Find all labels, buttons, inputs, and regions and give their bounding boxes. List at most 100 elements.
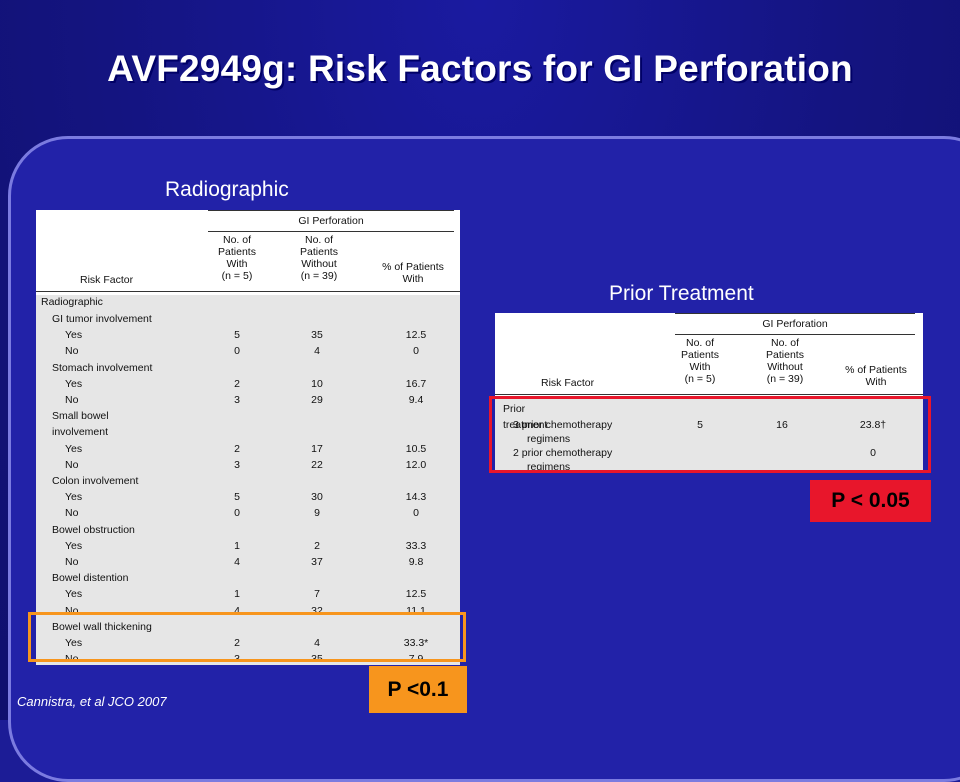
header-line: No. of <box>770 337 799 349</box>
header-with: No. of Patients With (n = 5) <box>212 234 262 282</box>
citation: Cannistra, et al JCO 2007 <box>17 694 167 709</box>
table-rule <box>36 291 460 292</box>
table-row: Yes 1 2 33.3 <box>36 538 460 554</box>
cell-with: 1 <box>234 539 240 552</box>
cell-with: 5 <box>234 329 240 342</box>
cell-pct: 9.8 <box>408 556 424 568</box>
row-label: Yes <box>65 588 83 601</box>
cell-with: 3 <box>234 394 240 406</box>
cell-with: 2 <box>234 442 240 455</box>
row-label: Yes <box>65 637 83 649</box>
header-line: (n = 39) <box>300 270 338 282</box>
header-line: Patients <box>300 246 338 258</box>
cell-without: 17 <box>311 442 323 455</box>
table-row: Small bowel <box>36 408 460 424</box>
header-pct: % of Patients With <box>373 261 453 285</box>
header-pct: % of Patients With <box>835 364 917 388</box>
caption-radiographic: Radiographic <box>165 178 289 201</box>
header-without: No. of Patients Without (n = 39) <box>757 337 813 385</box>
cell-without: 22 <box>311 458 323 471</box>
row-label: Yes <box>65 442 83 455</box>
table-row: Bowel obstruction <box>36 522 460 538</box>
header-line: Without <box>301 258 337 270</box>
slide-title: AVF2949g: Risk Factors for GI Perforatio… <box>107 48 853 89</box>
row-label: Colon involvement <box>52 475 139 487</box>
row-label: No <box>65 556 79 568</box>
header-line: No. of <box>685 337 714 349</box>
cell-without: 9 <box>314 507 320 520</box>
table-group-header: GI Perforation <box>762 318 828 330</box>
cell-pct: 0 <box>413 345 419 358</box>
table-row: regimens <box>495 431 923 447</box>
cell-without: 7 <box>314 588 320 601</box>
table-rule <box>208 210 454 211</box>
table-rule <box>675 334 915 335</box>
header-line: With <box>865 376 887 388</box>
row-label: Yes <box>65 329 83 342</box>
p-value-right: P < 0.05 <box>810 480 931 522</box>
header-with: No. of Patients With (n = 5) <box>675 337 725 385</box>
row-label: Small bowel <box>52 410 109 423</box>
cell-pct: 0 <box>870 447 876 459</box>
table-row: Yes 2 10 16.7 <box>36 376 460 392</box>
cell-pct: 12.5 <box>405 329 427 342</box>
table-row: Yes 1 7 12.5 <box>36 586 460 602</box>
header-line: Patients <box>681 349 719 361</box>
row-label: Stomach involvement <box>52 361 153 374</box>
table-row: No 4 37 9.8 <box>36 554 460 570</box>
row-label: No <box>65 507 79 520</box>
header-risk-factor: Risk Factor <box>541 377 595 389</box>
section-label-text: Radiographic <box>41 296 103 308</box>
cell-pct: 10.5 <box>405 442 427 455</box>
cell-with: 4 <box>234 604 240 617</box>
cell-pct: 16.7 <box>405 377 427 390</box>
cell-with: 5 <box>234 491 240 504</box>
cell-pct: 12.5 <box>405 588 427 601</box>
row-label: Yes <box>65 491 83 504</box>
header-line: No. of <box>222 234 251 246</box>
header-without: No. of Patients Without (n = 39) <box>291 234 347 282</box>
row-label: GI tumor involvement <box>52 313 152 325</box>
cell-without: 4 <box>314 345 320 358</box>
row-label: No <box>65 345 79 358</box>
table-rule <box>208 231 454 232</box>
cell-without: 35 <box>311 329 323 342</box>
prior-treatment-table: GI Perforation No. of Patients With (n =… <box>495 313 923 473</box>
table-row: 3 prior chemotherapy 5 16 23.8† <box>495 417 923 433</box>
cell-without: 37 <box>311 556 323 568</box>
row-label: No <box>65 458 79 471</box>
header-line: Patients <box>218 246 256 258</box>
cell-pct: 23.8† <box>859 419 887 431</box>
header-line: Without <box>767 361 803 373</box>
table-row: No 3 29 9.4 <box>36 392 460 408</box>
cell-pct: 33.3 <box>405 539 427 552</box>
cell-with: 4 <box>234 556 240 568</box>
cell-with: 5 <box>697 419 703 431</box>
cell-without: 2 <box>314 539 320 552</box>
cell-pct: 0 <box>413 507 419 520</box>
table-rule <box>675 313 915 314</box>
cell-without: 32 <box>311 604 323 617</box>
table-group-header: GI Perforation <box>298 215 364 227</box>
table-body-shade <box>495 398 923 473</box>
row-label: Yes <box>65 539 83 552</box>
cell-with: 1 <box>234 588 240 601</box>
cell-with: 3 <box>234 458 240 471</box>
header-line: With <box>402 273 424 285</box>
header-line: Patients <box>766 349 804 361</box>
cell-with: 2 <box>234 377 240 390</box>
table-row: No 3 22 12.0 <box>36 457 460 473</box>
header-line: % of Patients <box>382 261 444 273</box>
cell-without: 29 <box>311 394 323 406</box>
row-label: No <box>65 394 79 406</box>
cell-without: 16 <box>776 419 788 431</box>
p-value-left: P <0.1 <box>369 666 467 713</box>
cell-with: 0 <box>234 507 240 520</box>
cell-pct: 12.0 <box>405 458 427 471</box>
highlight-bowel-wall-thickening <box>28 612 466 662</box>
table-row: involvement <box>36 424 460 440</box>
header-line: % of Patients <box>845 364 907 376</box>
table-row: Yes 2 4 33.3* <box>36 635 460 651</box>
table-row: No 0 9 0 <box>36 505 460 521</box>
row-label: regimens <box>527 433 571 445</box>
